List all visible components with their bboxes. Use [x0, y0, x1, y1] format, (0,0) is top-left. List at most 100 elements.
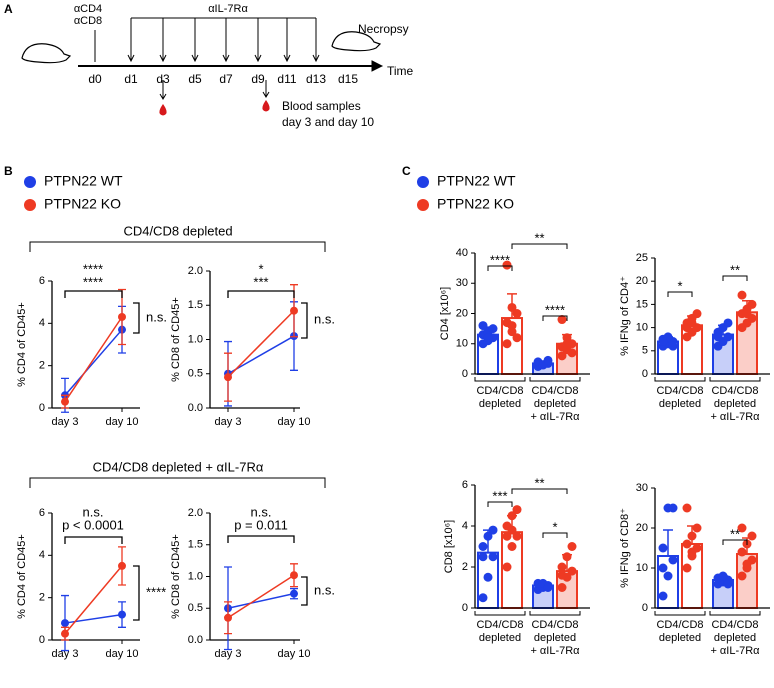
- significance-bracket: [722, 275, 748, 281]
- annotation: *: [677, 278, 682, 293]
- y-tick-label: 0.0: [188, 402, 203, 414]
- panel-label: A: [4, 2, 13, 16]
- data-point: [478, 542, 488, 551]
- data-point: [562, 339, 572, 349]
- data-point: [290, 571, 298, 580]
- x-tick-label: day 10: [105, 416, 138, 428]
- y-tick-label: 20: [636, 522, 648, 534]
- data-point: [567, 566, 577, 576]
- legend-label: PTPN22 KO: [437, 196, 514, 212]
- data-point: [658, 563, 668, 573]
- arrow-head: [371, 60, 384, 72]
- y-tick-label: 40: [456, 247, 468, 259]
- data-point: [557, 351, 567, 361]
- day-label: d1: [124, 72, 138, 86]
- x-tick-label: day 3: [52, 416, 79, 428]
- data-point: [502, 531, 512, 541]
- y-tick-label: 0.5: [188, 602, 203, 614]
- data-point: [658, 337, 668, 347]
- annotation: n.s.: [83, 504, 104, 519]
- x-tick-label: day 10: [277, 416, 310, 428]
- arrow-head: [159, 91, 270, 100]
- data-point: [507, 511, 517, 521]
- data-point: [507, 525, 517, 535]
- x-tick-label: + αIL-7Rα: [710, 411, 760, 423]
- group-bracket: [29, 241, 326, 488]
- y-axis-label: % IFNg of CD4⁺: [619, 276, 631, 356]
- y-tick-label: 1.0: [188, 333, 203, 345]
- significance-bracket: [64, 290, 123, 298]
- category-bracket: [709, 611, 761, 616]
- day-label: d15: [338, 72, 358, 86]
- annotation: n.s.: [314, 582, 335, 597]
- annotation: **: [730, 526, 740, 541]
- significance-bracket: [667, 291, 693, 297]
- day-label: d13: [306, 72, 326, 86]
- data-point: [737, 571, 747, 581]
- x-tick-label: CD4/CD8: [531, 619, 578, 631]
- arrow-head: [312, 54, 320, 63]
- x-tick-label: depleted: [534, 632, 576, 644]
- data-point: [512, 531, 522, 541]
- annotation: ****: [83, 261, 103, 276]
- x-tick-label: depleted: [714, 632, 756, 644]
- annotation: *: [258, 261, 263, 276]
- group-title: CD4/CD8 depleted: [123, 223, 232, 238]
- data-point: [567, 348, 577, 358]
- annotation: p < 0.0001: [62, 517, 124, 532]
- category-bracket: [654, 377, 706, 382]
- data-point: [687, 547, 697, 557]
- y-tick-label: 1.5: [188, 299, 203, 311]
- arrow-head: [222, 54, 230, 63]
- series-line: [64, 316, 123, 403]
- timeline: [21, 17, 384, 116]
- data-point: [687, 318, 697, 328]
- series-line: [64, 329, 123, 396]
- y-tick-label: 0.0: [188, 634, 203, 646]
- y-tick-label: 4: [39, 549, 45, 561]
- data-point: [682, 503, 692, 513]
- data-point: [224, 373, 232, 382]
- data-point: [737, 290, 747, 300]
- data-point: [668, 555, 678, 565]
- y-tick-label: 6: [462, 479, 468, 491]
- y-axis-label: % CD8 of CD45+: [170, 534, 182, 619]
- data-point: [692, 523, 702, 533]
- axis-label: Time: [387, 64, 414, 78]
- x-tick-label: + αIL-7Rα: [710, 645, 760, 657]
- annotation: n.s.: [146, 309, 167, 324]
- data-point: [557, 570, 567, 580]
- y-tick-label: 2.0: [188, 507, 203, 519]
- y-tick-label: 0: [642, 602, 648, 614]
- data-point: [723, 332, 733, 342]
- data-point: [557, 583, 567, 592]
- data-point: [502, 562, 512, 572]
- series-line: [64, 565, 123, 635]
- data-point: [483, 333, 493, 343]
- y-tick-label: 10: [636, 322, 648, 334]
- data-point: [742, 559, 752, 569]
- data-point: [478, 593, 488, 603]
- error-bar: [663, 529, 673, 556]
- y-tick-label: 15: [636, 298, 648, 310]
- data-point: [663, 571, 673, 581]
- series-line: [227, 335, 295, 375]
- data-point: [483, 531, 493, 541]
- data-point: [502, 339, 512, 349]
- y-tick-label: 30: [636, 482, 648, 494]
- x-tick-label: CD4/CD8: [656, 619, 703, 631]
- day-label: d11: [277, 72, 296, 86]
- data-point: [682, 539, 692, 549]
- significance-bracket: [511, 243, 568, 249]
- data-point: [747, 531, 757, 541]
- data-point: [737, 547, 747, 557]
- y-tick-label: 2: [39, 360, 45, 372]
- annotation: n.s.: [251, 504, 272, 519]
- end-label: Necropsy: [358, 22, 409, 36]
- y-tick-label: 4: [39, 317, 45, 329]
- y-tick-label: 0.5: [188, 368, 203, 380]
- data-point: [512, 333, 522, 343]
- group-title: CD4/CD8 depleted + αIL-7Rα: [93, 459, 264, 474]
- blood-drop: [262, 100, 270, 112]
